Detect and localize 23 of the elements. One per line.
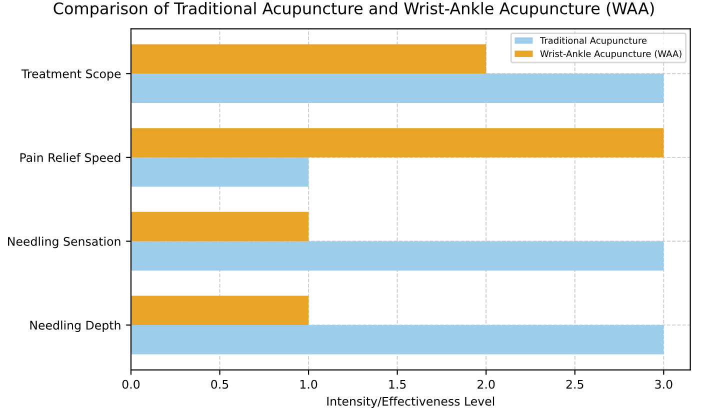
bar: [130, 74, 664, 103]
y-tick-label: Needling Depth: [30, 320, 120, 332]
y-tick-label: Pain Relief Speed: [20, 152, 120, 164]
x-tick-label: 2.5: [566, 380, 584, 389]
x-tick-label: 0.5: [211, 380, 228, 389]
bar: [130, 128, 664, 158]
bar: [130, 296, 309, 326]
bar: [130, 241, 664, 271]
bar: [130, 325, 664, 354]
x-axis-title: Intensity/Effectiveness Level: [327, 396, 494, 408]
bar: [130, 157, 309, 187]
legend-label: Wrist-Ankle Acupuncture (WAA): [540, 50, 682, 59]
x-tick-label: 1.0: [300, 380, 318, 389]
legend-label: Traditional Acupuncture: [540, 36, 647, 46]
y-tick-label: Needling Sensation: [8, 236, 120, 248]
chart-title: Comparison of Traditional Acupuncture and Wrist-Ankle Acupuncture (WAA): [54, 2, 654, 18]
x-tick-label: 3.0: [655, 380, 672, 389]
x-tick-label: 1.5: [389, 380, 406, 389]
x-tick-label: 2.0: [478, 380, 495, 389]
bar: [130, 212, 309, 242]
y-tick-label: Treatment Scope: [21, 69, 121, 81]
x-tick-label: 0.0: [122, 380, 140, 389]
bar: [130, 44, 486, 74]
